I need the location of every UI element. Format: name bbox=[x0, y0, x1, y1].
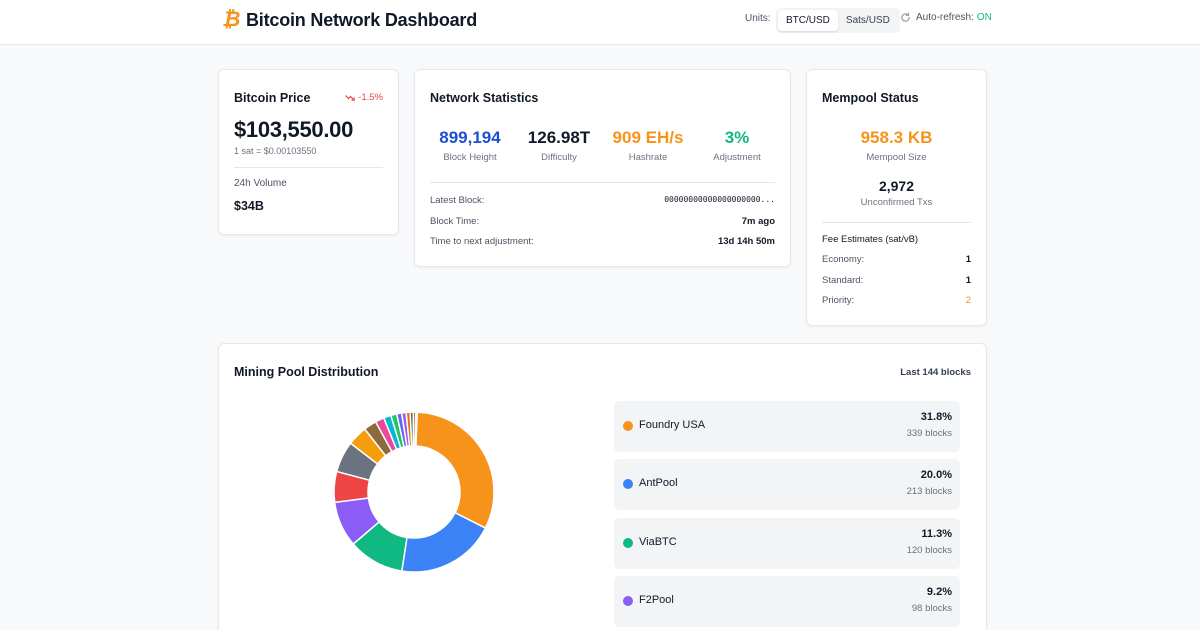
network-card-title: Network Statistics bbox=[430, 91, 539, 105]
latest-block-row: Latest Block: 00000000000000000000... bbox=[430, 195, 775, 206]
pool-row-antpool[interactable]: AntPool 20.0% 213 blocks bbox=[614, 459, 960, 510]
auto-refresh-toggle[interactable]: Auto-refresh: ON bbox=[900, 12, 992, 23]
pool-color-dot bbox=[623, 538, 633, 548]
app-title: Bitcoin Network Dashboard bbox=[246, 9, 478, 30]
block-height-label: Block Height bbox=[443, 152, 497, 163]
pool-name: Foundry USA bbox=[639, 419, 706, 431]
network-statistics-card: Network Statistics 899,194 Block Height … bbox=[414, 69, 791, 267]
mempool-size-value: 958.3 KB bbox=[860, 128, 933, 147]
difficulty-value: 126.98T bbox=[527, 128, 591, 147]
next-adjustment-value: 13d 14h 50m bbox=[717, 236, 775, 247]
units-sats-usd-button[interactable]: Sats/USD bbox=[845, 15, 890, 26]
pool-blocks: 213 blocks bbox=[906, 486, 952, 497]
trend-down-icon bbox=[345, 94, 355, 101]
difficulty-label: Difficulty bbox=[541, 152, 577, 163]
pool-blocks: 120 blocks bbox=[906, 545, 952, 556]
block-time-value: 7m ago bbox=[741, 216, 775, 227]
fee-priority-row: Priority: 2 bbox=[822, 295, 971, 306]
mining-pool-title: Mining Pool Distribution bbox=[234, 365, 379, 379]
pool-row-f2pool[interactable]: F2Pool 9.2% 98 blocks bbox=[614, 576, 960, 627]
fee-standard-row: Standard: 1 bbox=[822, 275, 971, 286]
auto-refresh-label: Auto-refresh: bbox=[916, 12, 974, 23]
block-time-row: Block Time: 7m ago bbox=[430, 216, 775, 227]
pool-name: ViaBTC bbox=[639, 536, 677, 548]
donut-slice-foundry-usa[interactable] bbox=[415, 411, 495, 530]
pool-color-dot bbox=[623, 421, 633, 431]
pool-color-dot bbox=[623, 596, 633, 606]
volume-label: 24h Volume bbox=[234, 178, 287, 189]
divider bbox=[234, 167, 383, 168]
mining-pool-card: Mining Pool Distribution Last 144 blocks… bbox=[218, 343, 987, 630]
fee-standard-value: 1 bbox=[965, 275, 971, 286]
pool-color-dot bbox=[623, 479, 633, 489]
price-change-value: -1.5% bbox=[358, 92, 383, 103]
fee-economy-value: 1 bbox=[965, 254, 971, 265]
unconfirmed-txs-value: 2,972 bbox=[878, 178, 915, 194]
btc-price: $103,550.00 bbox=[234, 117, 354, 142]
volume-value: $34B bbox=[234, 199, 264, 213]
fee-standard-label: Standard: bbox=[822, 275, 864, 286]
fee-economy-row: Economy: 1 bbox=[822, 254, 971, 265]
fee-priority-value: 2 bbox=[965, 295, 971, 306]
adjustment-value: 3% bbox=[724, 128, 750, 147]
pool-percent: 9.2% bbox=[926, 586, 952, 598]
unconfirmed-txs-stat: 2,972 Unconfirmed Txs bbox=[807, 176, 986, 208]
pool-row-foundry-usa[interactable]: Foundry USA 31.8% 339 blocks bbox=[614, 401, 960, 452]
hashrate-value: 909 EH/s bbox=[612, 128, 684, 147]
latest-block-label: Latest Block: bbox=[430, 195, 485, 206]
pool-name: AntPool bbox=[639, 477, 678, 489]
brand: ₿ Bitcoin Network Dashboard bbox=[222, 8, 477, 32]
units-label: Units: bbox=[745, 13, 771, 24]
pool-percent: 31.8% bbox=[920, 411, 952, 423]
bitcoin-logo-icon: ₿ bbox=[222, 8, 241, 31]
pool-blocks: 339 blocks bbox=[906, 428, 952, 439]
mining-pool-subtitle: Last 144 blocks bbox=[900, 367, 971, 378]
top-bar: ₿ Bitcoin Network Dashboard Units: BTC/U… bbox=[0, 0, 1200, 45]
mempool-card-title: Mempool Status bbox=[822, 91, 919, 105]
fee-economy-label: Economy: bbox=[822, 254, 865, 265]
mempool-size-stat: 958.3 KB Mempool Size bbox=[807, 127, 986, 163]
price-change: -1.5% bbox=[345, 92, 383, 103]
block-height-value: 899,194 bbox=[439, 128, 501, 147]
mempool-status-card: Mempool Status 958.3 KB Mempool Size 2,9… bbox=[806, 69, 987, 326]
sat-rate: 1 sat = $0.00103550 bbox=[234, 146, 317, 156]
pool-blocks: 98 blocks bbox=[911, 603, 952, 614]
adjustment-stat: 3% Adjustment bbox=[692, 127, 782, 163]
bitcoin-price-card: Bitcoin Price -1.5% $103,550.00 1 sat = … bbox=[218, 69, 399, 235]
block-time-label: Block Time: bbox=[430, 216, 480, 227]
unconfirmed-txs-label: Unconfirmed Txs bbox=[860, 197, 933, 208]
divider bbox=[430, 182, 775, 183]
next-adjustment-row: Time to next adjustment: 13d 14h 50m bbox=[430, 236, 775, 247]
mempool-size-label: Mempool Size bbox=[866, 152, 927, 163]
price-card-title: Bitcoin Price bbox=[234, 91, 311, 105]
hashrate-label: Hashrate bbox=[628, 152, 668, 163]
difficulty-stat: 126.98T Difficulty bbox=[514, 127, 604, 163]
next-adjustment-label: Time to next adjustment: bbox=[430, 236, 534, 247]
block-height-stat: 899,194 Block Height bbox=[425, 127, 515, 163]
latest-block-hash: 00000000000000000000... bbox=[664, 195, 775, 204]
units-btc-usd-button[interactable]: BTC/USD bbox=[778, 10, 838, 31]
divider bbox=[822, 222, 971, 223]
adjustment-label: Adjustment bbox=[713, 152, 761, 163]
pool-percent: 20.0% bbox=[920, 469, 952, 481]
refresh-icon bbox=[901, 12, 910, 22]
units-toggle: BTC/USD Sats/USD bbox=[776, 8, 900, 33]
pool-percent: 11.3% bbox=[921, 528, 952, 540]
pool-row-viabtc[interactable]: ViaBTC 11.3% 120 blocks bbox=[614, 518, 960, 569]
fee-estimates-title: Fee Estimates (sat/vB) bbox=[822, 234, 919, 245]
fee-priority-label: Priority: bbox=[822, 295, 855, 306]
donut-slice-antpool[interactable] bbox=[400, 511, 487, 573]
pool-name: F2Pool bbox=[639, 594, 674, 606]
pool-donut-chart bbox=[333, 411, 495, 573]
hashrate-stat: 909 EH/s Hashrate bbox=[603, 127, 693, 163]
auto-refresh-state: ON bbox=[976, 12, 992, 23]
donut-slice-pool-16[interactable] bbox=[414, 411, 418, 447]
